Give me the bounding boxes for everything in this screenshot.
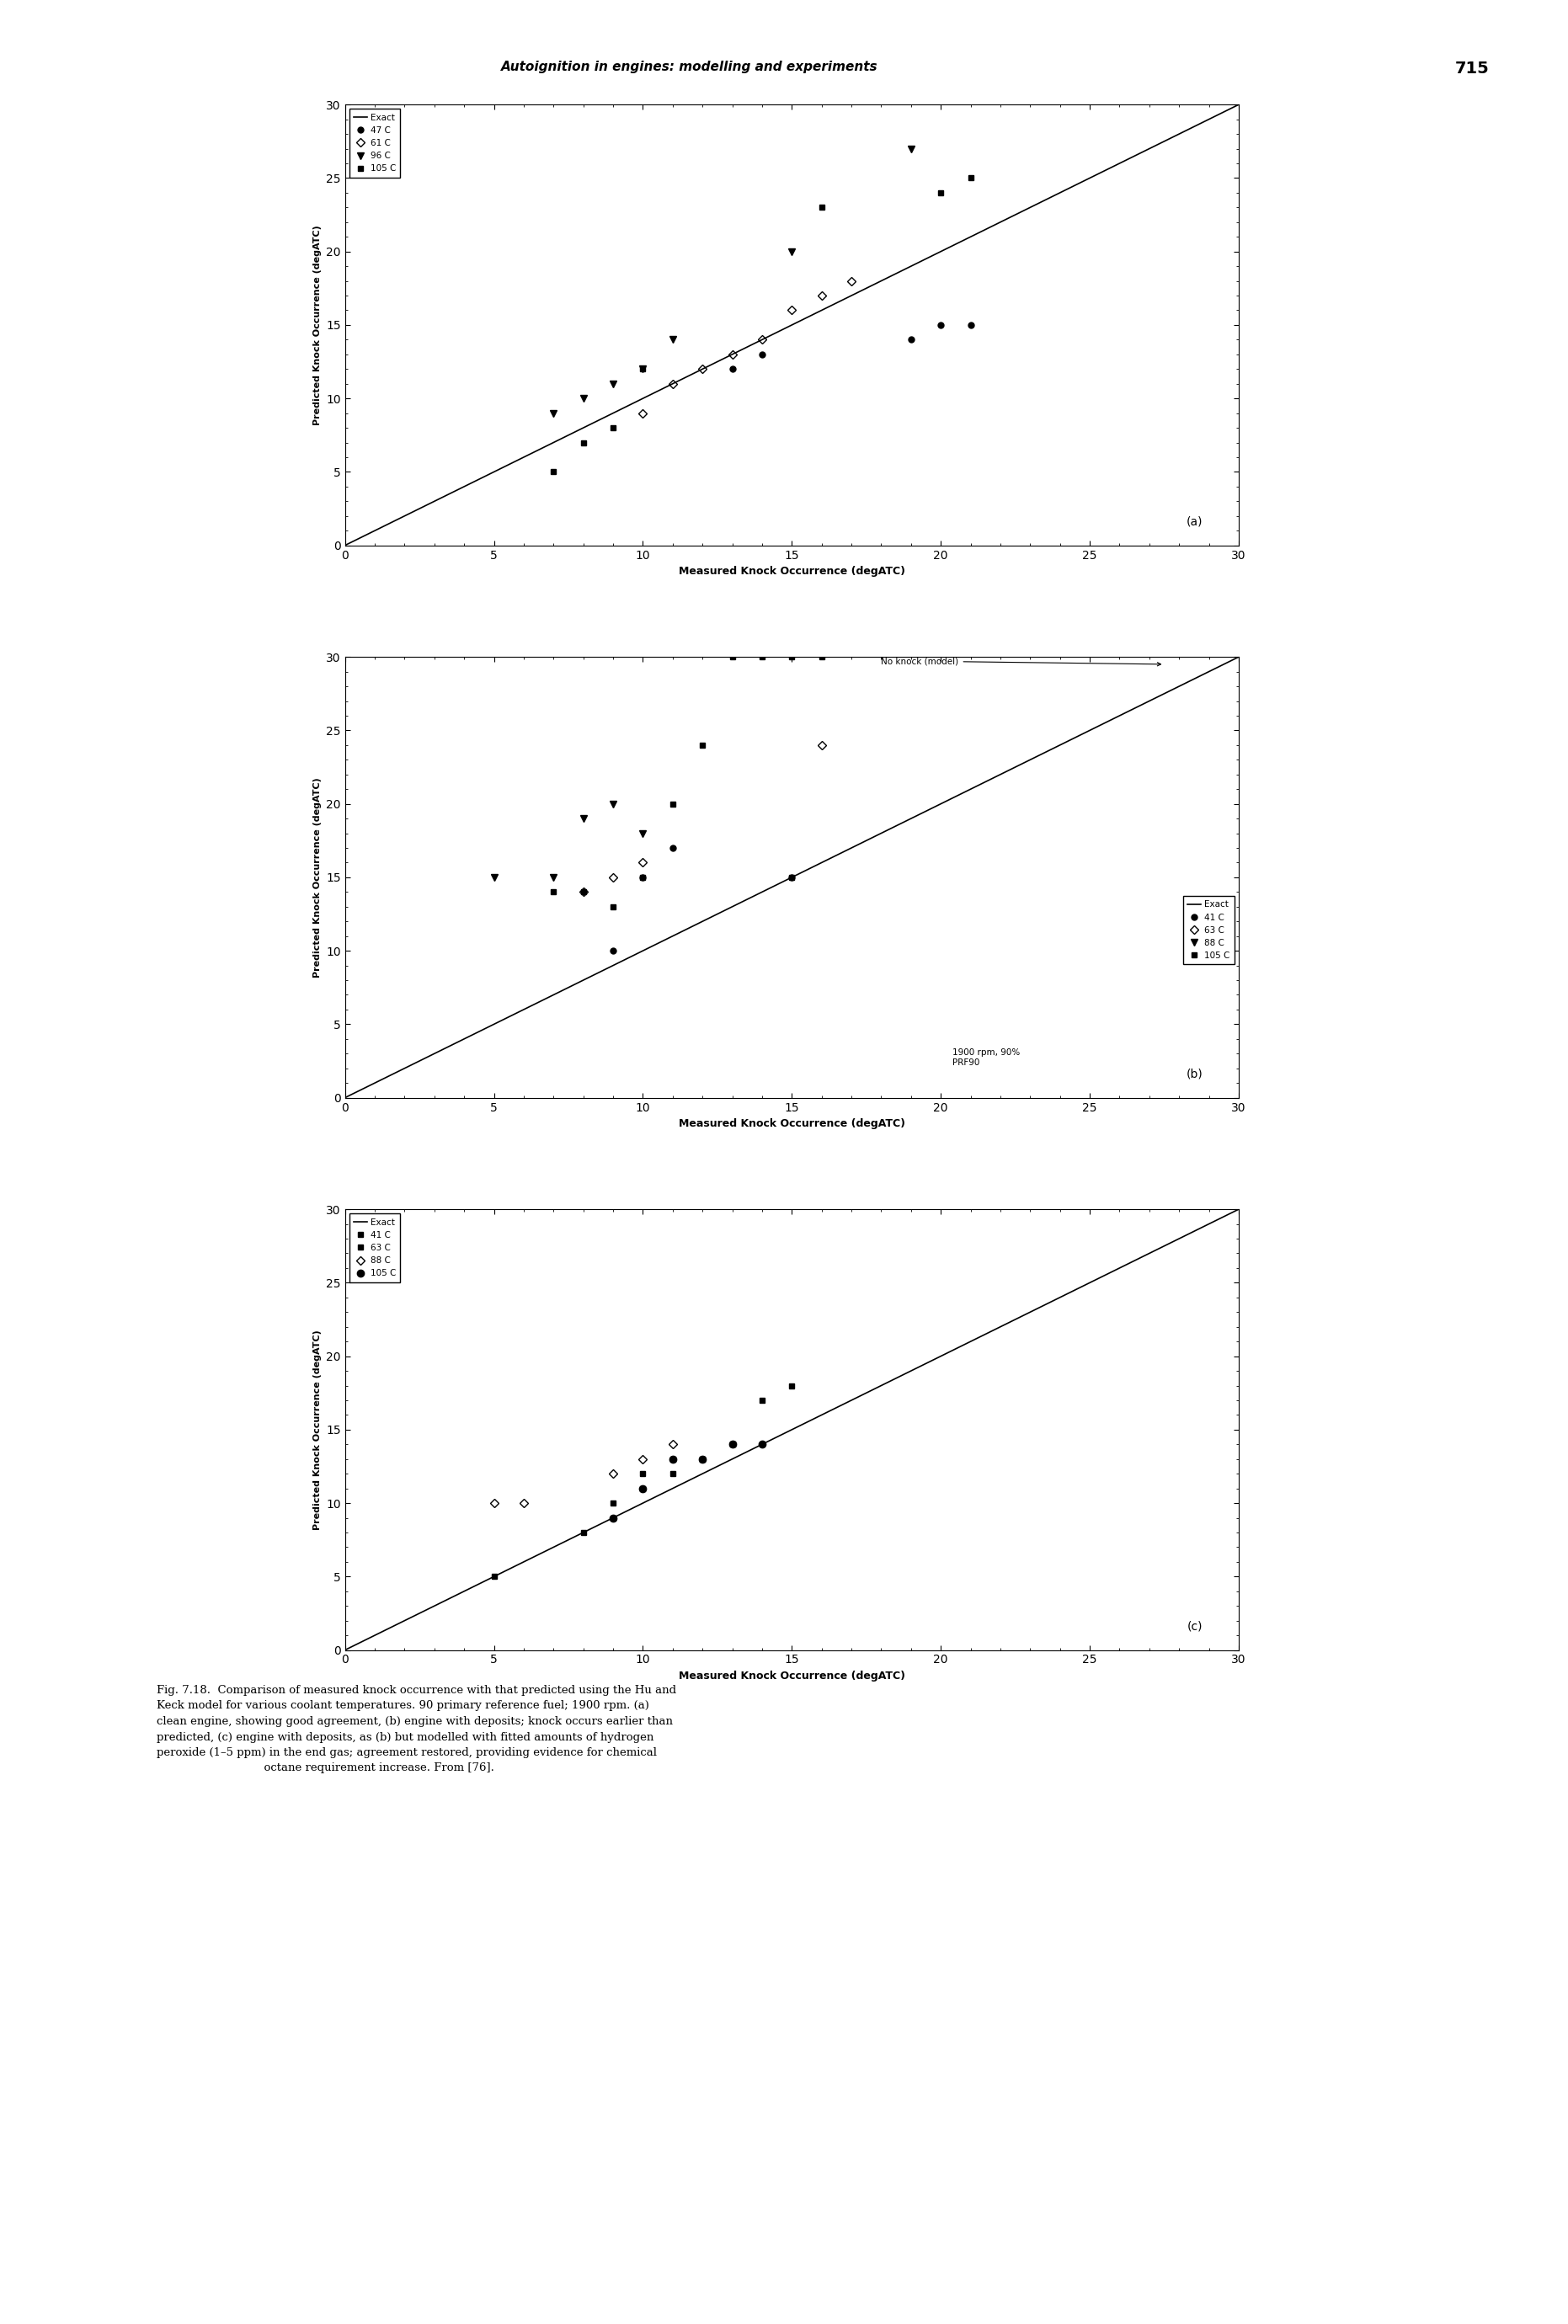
Text: Autoignition in engines: modelling and experiments: Autoignition in engines: modelling and e… bbox=[502, 60, 878, 72]
Text: 715: 715 bbox=[1455, 60, 1490, 77]
Text: (a): (a) bbox=[1187, 516, 1203, 528]
X-axis label: Measured Knock Occurrence (degATC): Measured Knock Occurrence (degATC) bbox=[679, 1671, 905, 1683]
Y-axis label: Predicted Knock Occurrence (degATC): Predicted Knock Occurrence (degATC) bbox=[314, 776, 321, 978]
Text: 1900 rpm, 90%
PRF90: 1900 rpm, 90% PRF90 bbox=[953, 1048, 1021, 1067]
Text: No knock (model): No knock (model) bbox=[881, 658, 1160, 667]
Y-axis label: Predicted Knock Occurrence (degATC): Predicted Knock Occurrence (degATC) bbox=[314, 1329, 321, 1529]
Legend: Exact, 47 C, 61 C, 96 C, 105 C: Exact, 47 C, 61 C, 96 C, 105 C bbox=[350, 109, 400, 177]
Text: (b): (b) bbox=[1187, 1069, 1203, 1081]
Text: Fig. 7.18.  Comparison of measured knock occurrence with that predicted using th: Fig. 7.18. Comparison of measured knock … bbox=[157, 1685, 676, 1773]
Legend: Exact, 41 C, 63 C, 88 C, 105 C: Exact, 41 C, 63 C, 88 C, 105 C bbox=[350, 1213, 400, 1283]
X-axis label: Measured Knock Occurrence (degATC): Measured Knock Occurrence (degATC) bbox=[679, 1118, 905, 1129]
Legend: Exact, 41 C, 63 C, 88 C, 105 C: Exact, 41 C, 63 C, 88 C, 105 C bbox=[1184, 897, 1234, 964]
X-axis label: Measured Knock Occurrence (degATC): Measured Knock Occurrence (degATC) bbox=[679, 567, 905, 576]
Y-axis label: Predicted Knock Occurrence (degATC): Predicted Knock Occurrence (degATC) bbox=[314, 225, 321, 425]
Text: (c): (c) bbox=[1187, 1620, 1203, 1631]
